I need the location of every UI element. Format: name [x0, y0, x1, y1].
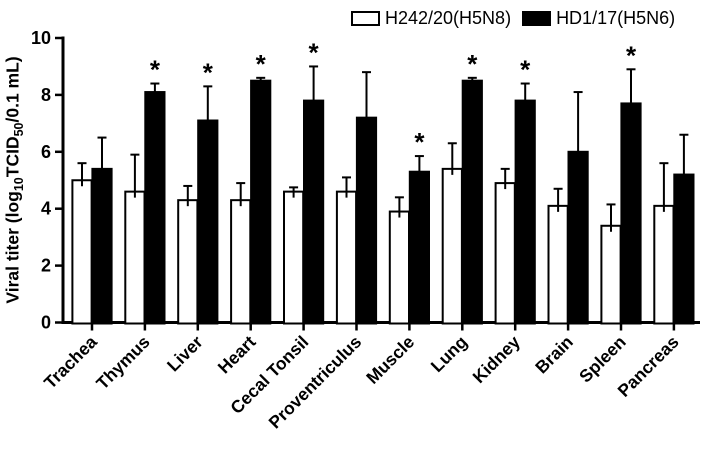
- y-tick-label: 10: [31, 28, 51, 48]
- bar: [71, 179, 93, 325]
- x-tick-label: Liver: [163, 332, 207, 376]
- y-tick-label: 4: [41, 199, 51, 219]
- bar: [547, 204, 569, 325]
- significance-star: *: [203, 57, 214, 87]
- significance-star: *: [467, 49, 478, 79]
- x-tick-label: Trachea: [40, 331, 101, 392]
- significance-star: *: [520, 55, 531, 85]
- y-axis-title-text: TCID: [2, 136, 23, 178]
- bar: [494, 182, 516, 325]
- bar: [408, 170, 430, 325]
- legend-label-hd1: HD1/17(H5N6): [556, 8, 676, 28]
- legend-swatch-filled-icon: [522, 11, 552, 26]
- x-tick-label: Heart: [214, 332, 260, 378]
- legend-item-h242: H242/20(H5N8): [351, 8, 511, 29]
- y-axis-title: Viral titer (log10TCID50/0.1 mL): [2, 56, 26, 303]
- x-tick-label: Kidney: [469, 332, 525, 388]
- bar: [283, 190, 305, 325]
- x-tick-label: Proventriculus: [265, 332, 366, 433]
- significance-star: *: [626, 40, 637, 70]
- y-axis-title-subscript: 10: [11, 177, 26, 192]
- y-axis-title-text: Viral titer (log: [2, 191, 23, 304]
- bar: [250, 79, 272, 325]
- significance-star: *: [150, 55, 161, 85]
- bar: [653, 204, 675, 325]
- bar: [461, 79, 483, 325]
- x-tick-label: Lung: [427, 332, 471, 376]
- bar: [144, 91, 166, 325]
- y-tick-label: 0: [41, 313, 51, 333]
- bar: [230, 199, 252, 325]
- significance-star: *: [414, 127, 425, 157]
- y-axis-title-subscript: 50: [11, 122, 26, 137]
- bar: [303, 99, 325, 325]
- x-tick-label: Brain: [531, 332, 577, 378]
- bar: [567, 150, 589, 325]
- significance-star: *: [256, 49, 267, 79]
- bar: [441, 167, 463, 325]
- bar: [177, 199, 199, 325]
- y-tick-label: 2: [41, 256, 51, 276]
- bar: [355, 116, 378, 325]
- legend-swatch-open-icon: [351, 11, 380, 26]
- legend-item-hd1: HD1/17(H5N6): [522, 8, 675, 29]
- legend-label-h242: H242/20(H5N8): [385, 8, 512, 28]
- y-axis-title-text: /0.1 mL): [2, 56, 23, 123]
- bar: [197, 119, 219, 325]
- significance-star: *: [309, 37, 320, 67]
- bar: [600, 224, 622, 325]
- bar: [673, 173, 695, 325]
- x-tick-label: Muscle: [362, 331, 418, 387]
- bar: [620, 102, 642, 325]
- x-tick-label: Thymus: [92, 332, 154, 394]
- bar: [514, 99, 536, 325]
- legend: H242/20(H5N8) HD1/17(H5N6): [351, 8, 675, 29]
- bar: [335, 190, 358, 325]
- bar: [388, 210, 410, 325]
- bar: [91, 167, 113, 325]
- y-tick-label: 6: [41, 142, 51, 162]
- y-tick-label: 8: [41, 85, 51, 105]
- bar: [124, 190, 146, 325]
